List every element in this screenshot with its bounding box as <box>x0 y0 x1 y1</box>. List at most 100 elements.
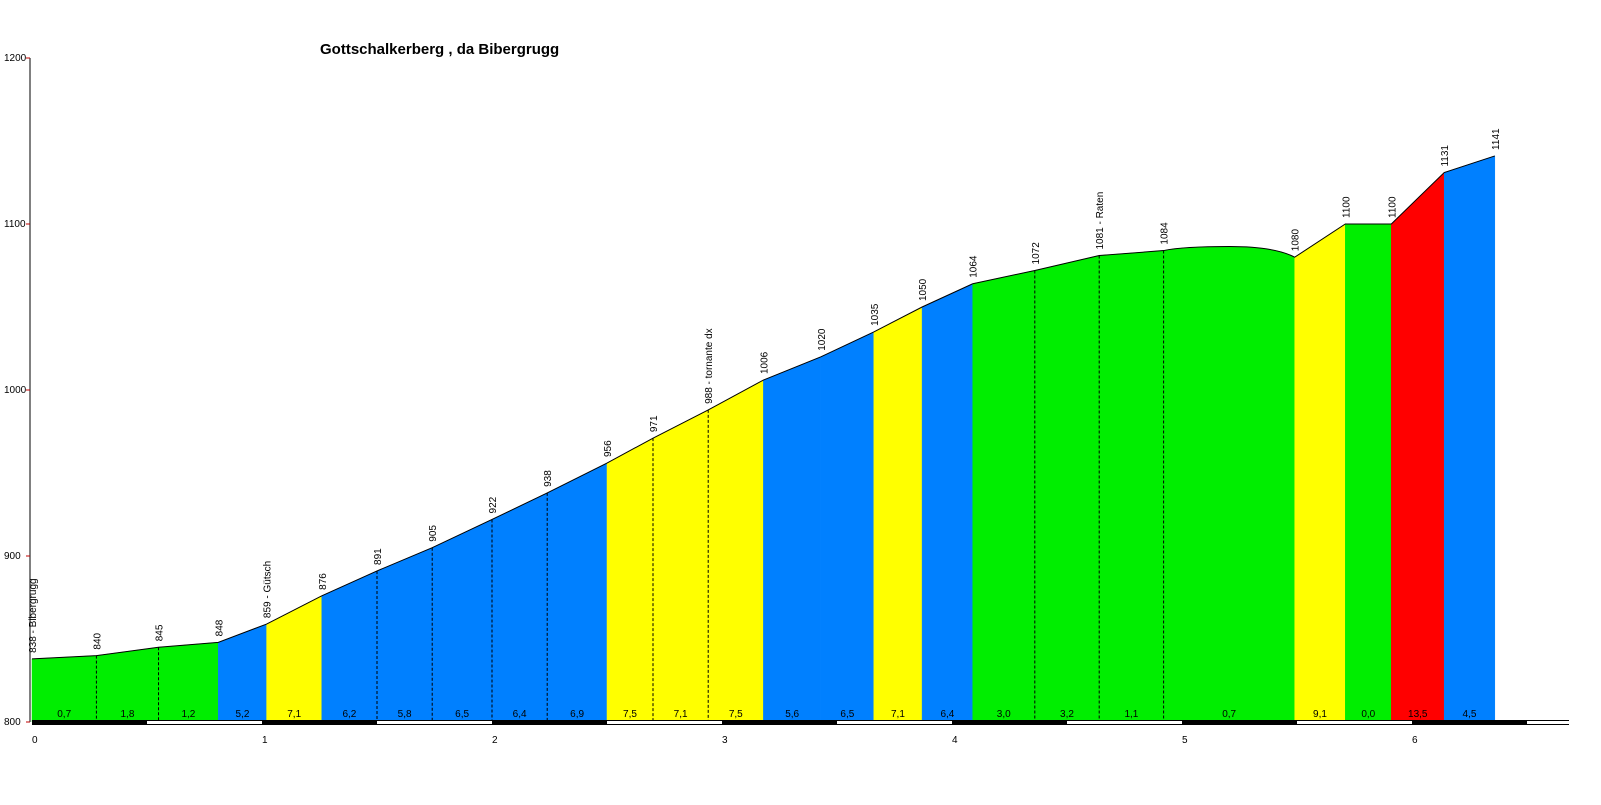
elevation-label: 876 <box>318 573 329 590</box>
gradient-label: 4,5 <box>1463 709 1477 720</box>
elevation-label: 1064 <box>969 255 980 278</box>
gradient-label: 6,2 <box>342 709 356 720</box>
gradient-label: 13,5 <box>1408 709 1428 720</box>
segment-fill <box>1098 250 1164 723</box>
elevation-labels: 838 - Bibergrugg 840 845 848 859 - Gütsch 876… <box>28 128 1502 653</box>
gradient-label: 3,2 <box>1060 709 1074 720</box>
gradient-label: 6,9 <box>570 709 584 720</box>
segment-fill <box>707 379 764 723</box>
elevation-label: 859 - Gütsch <box>263 561 274 618</box>
segment-fill <box>431 519 493 723</box>
y-tick-label: 1200 <box>4 53 27 64</box>
x-axis-bar-segment <box>1297 721 1412 724</box>
gradient-label: 5,8 <box>398 709 412 720</box>
segment-fill <box>972 270 1036 723</box>
x-axis-bar-segment <box>1527 721 1569 724</box>
gradient-segments <box>31 155 1496 723</box>
gradient-label: 1,1 <box>1124 709 1138 720</box>
x-tick-label: 1 <box>262 735 268 746</box>
x-axis-bar-segment <box>377 721 492 724</box>
segment-fill <box>1345 223 1392 723</box>
elevation-label: 956 <box>603 440 614 457</box>
chart-title: Gottschalkerberg , da Bibergrugg <box>320 41 559 58</box>
segment-fill <box>218 623 267 723</box>
y-tick-label: 1000 <box>4 385 27 396</box>
elevation-label: 1131 <box>1440 145 1451 167</box>
gradient-label: 7,1 <box>287 709 301 720</box>
segment-fill <box>873 306 923 723</box>
elevation-label: 1100 <box>1341 196 1352 218</box>
gradient-label: 6,4 <box>513 709 527 720</box>
elevation-label: 1081 - Raten <box>1095 192 1106 250</box>
point-dividers <box>95 250 1165 722</box>
segment-fill <box>1163 246 1295 723</box>
segment-fill <box>921 283 973 723</box>
elevation-label: 1006 <box>759 351 770 374</box>
gradient-label: 0,7 <box>1222 709 1236 720</box>
x-axis-bar-segment <box>837 721 952 724</box>
segment-fill <box>1443 155 1496 723</box>
segment-fill <box>763 356 822 723</box>
x-tick-label: 4 <box>952 735 958 746</box>
gradient-label: 6,4 <box>940 709 954 720</box>
y-tick-label: 900 <box>4 551 21 562</box>
gradient-label: 5,6 <box>785 709 799 720</box>
elevation-label: 1035 <box>870 303 881 326</box>
gradient-label: 1,8 <box>120 709 134 720</box>
elevation-label: 1141 <box>1491 128 1502 150</box>
elevation-label: 1080 <box>1291 229 1302 252</box>
segment-fill <box>491 492 548 723</box>
x-tick-label: 3 <box>722 735 728 746</box>
gradient-label: 6,5 <box>840 709 854 720</box>
elevation-label: 1100 <box>1387 196 1398 218</box>
gradient-label: 6,5 <box>455 709 469 720</box>
elevation-label: 1020 <box>817 328 828 351</box>
y-tick-label: 1100 <box>4 219 26 230</box>
gradient-label: 0,0 <box>1361 709 1375 720</box>
gradient-label: 7,5 <box>729 709 743 720</box>
gradient-label: 5,2 <box>235 709 249 720</box>
segment-fill <box>1391 171 1445 723</box>
segment-fill <box>652 409 709 723</box>
segment-fill <box>546 462 608 723</box>
elevation-label: 938 <box>543 470 554 487</box>
elevation-label: 1050 <box>918 278 929 301</box>
elevation-label: 1072 <box>1031 242 1042 265</box>
y-axis: 800 900 1000 1100 1200 <box>4 53 31 728</box>
segment-fill <box>266 595 323 723</box>
elevation-label: 838 - Bibergrugg <box>28 578 39 653</box>
elevation-label: 971 <box>649 415 660 432</box>
gradient-label: 1,2 <box>181 709 195 720</box>
elevation-label: 840 <box>92 632 103 649</box>
elevation-label: 1084 <box>1160 222 1171 245</box>
segment-fill <box>1034 255 1100 723</box>
gradient-label: 7,1 <box>891 709 905 720</box>
x-axis-bar-segment <box>1067 721 1182 724</box>
elevation-label: 905 <box>428 525 439 542</box>
segment-fill <box>1294 223 1346 723</box>
x-tick-label: 0 <box>32 735 38 746</box>
y-tick-label: 800 <box>4 717 21 728</box>
gradient-label: 7,5 <box>623 709 637 720</box>
profile-outline <box>31 155 1495 660</box>
elevation-label: 848 <box>214 619 225 636</box>
x-axis: 0 1 2 3 4 5 6 <box>32 720 1569 746</box>
x-tick-label: 5 <box>1182 735 1188 746</box>
x-tick-label: 2 <box>492 735 498 746</box>
x-axis-bar <box>32 720 1569 725</box>
elevation-label: 845 <box>155 624 166 641</box>
gradient-label: 3,0 <box>997 709 1011 720</box>
gradient-label: 7,1 <box>674 709 688 720</box>
segment-fill <box>376 547 433 723</box>
elevation-label: 988 - tornante dx <box>704 328 715 404</box>
gradient-label: 0,7 <box>57 709 71 720</box>
gradient-labels: 0,7 1,8 1,2 5,2 7,1 6,2 5,8 6,5 6,4 6,9 7,5 7,1 7,5 5… <box>57 709 1477 720</box>
segment-fill <box>606 437 654 723</box>
elevation-label: 922 <box>488 496 499 513</box>
x-axis-bar-segment <box>607 721 722 724</box>
segment-fill <box>820 331 875 723</box>
elevation-label: 891 <box>373 548 384 565</box>
segment-fill <box>321 570 378 723</box>
gradient-label: 9,1 <box>1313 709 1327 720</box>
